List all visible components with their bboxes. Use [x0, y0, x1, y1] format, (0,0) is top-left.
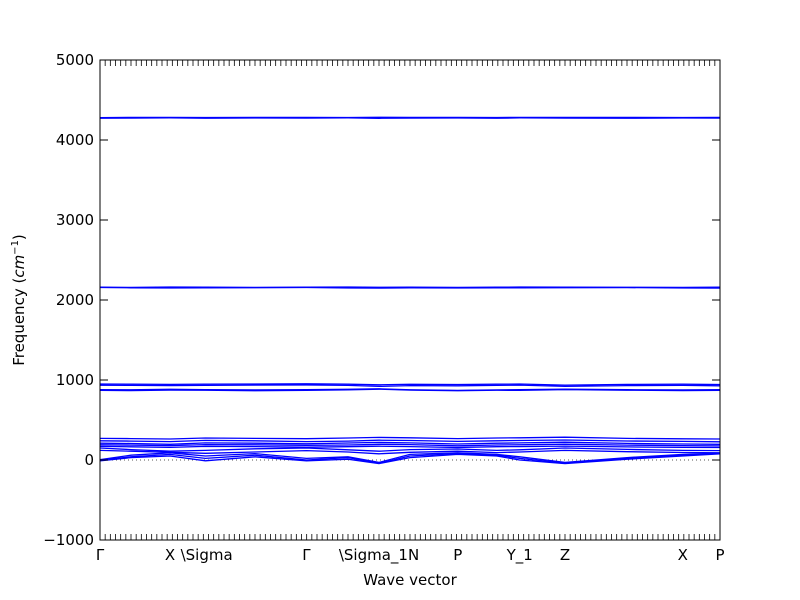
band-line-9 [99, 436, 721, 440]
y-tick-label: 3000 [56, 211, 94, 229]
minor-ticks [99, 60, 721, 540]
x-tick-label: \Sigma_1N [339, 546, 419, 565]
y-axis-label-close: ) [10, 234, 28, 240]
y-axis-label-unit: cm [10, 255, 28, 278]
y-tick-label: 4000 [56, 131, 94, 149]
band-line-11 [99, 441, 721, 445]
band-line-5 [99, 383, 721, 386]
x-tick-label: P [453, 546, 462, 564]
band-line-8 [99, 388, 721, 392]
band-line-6 [99, 384, 721, 388]
x-tick-label: X [165, 546, 175, 564]
y-axis-ticks: −1000 0 1000 2000 3000 4000 5000 [43, 51, 720, 549]
y-tick-label: −1000 [43, 531, 94, 549]
band-line-12 [99, 443, 721, 447]
y-tick-label: 0 [84, 451, 94, 469]
band-line-18 [99, 453, 721, 465]
band-lines [99, 116, 721, 465]
x-tick-label: Z [560, 546, 570, 564]
band-line-14 [99, 447, 721, 452]
band-line-13 [99, 445, 721, 449]
y-tick-label: 2000 [56, 291, 94, 309]
x-tick-label: \Sigma [181, 546, 233, 564]
x-tick-label: X [678, 546, 688, 564]
x-axis-ticks: Γ X \Sigma Γ \Sigma_1N P Y_1 Z X P [96, 546, 725, 565]
band-line-16 [99, 452, 721, 464]
x-tick-label: Y_1 [506, 546, 533, 565]
y-axis-label-text: Frequency ( [10, 278, 28, 366]
y-tick-label: 5000 [56, 51, 94, 69]
x-tick-label: P [715, 546, 724, 564]
y-axis-label: Frequency (cm−1) [10, 234, 28, 366]
band-line-15 [99, 449, 721, 455]
band-line-4 [99, 286, 721, 289]
y-axis-label-exponent: −1 [10, 240, 21, 255]
band-line-10 [99, 439, 721, 443]
y-tick-label: 1000 [56, 371, 94, 389]
plot-background [100, 60, 720, 540]
x-tick-label: Γ [96, 546, 105, 564]
x-tick-label: Γ [302, 546, 311, 564]
x-axis-label: Wave vector [363, 571, 457, 589]
